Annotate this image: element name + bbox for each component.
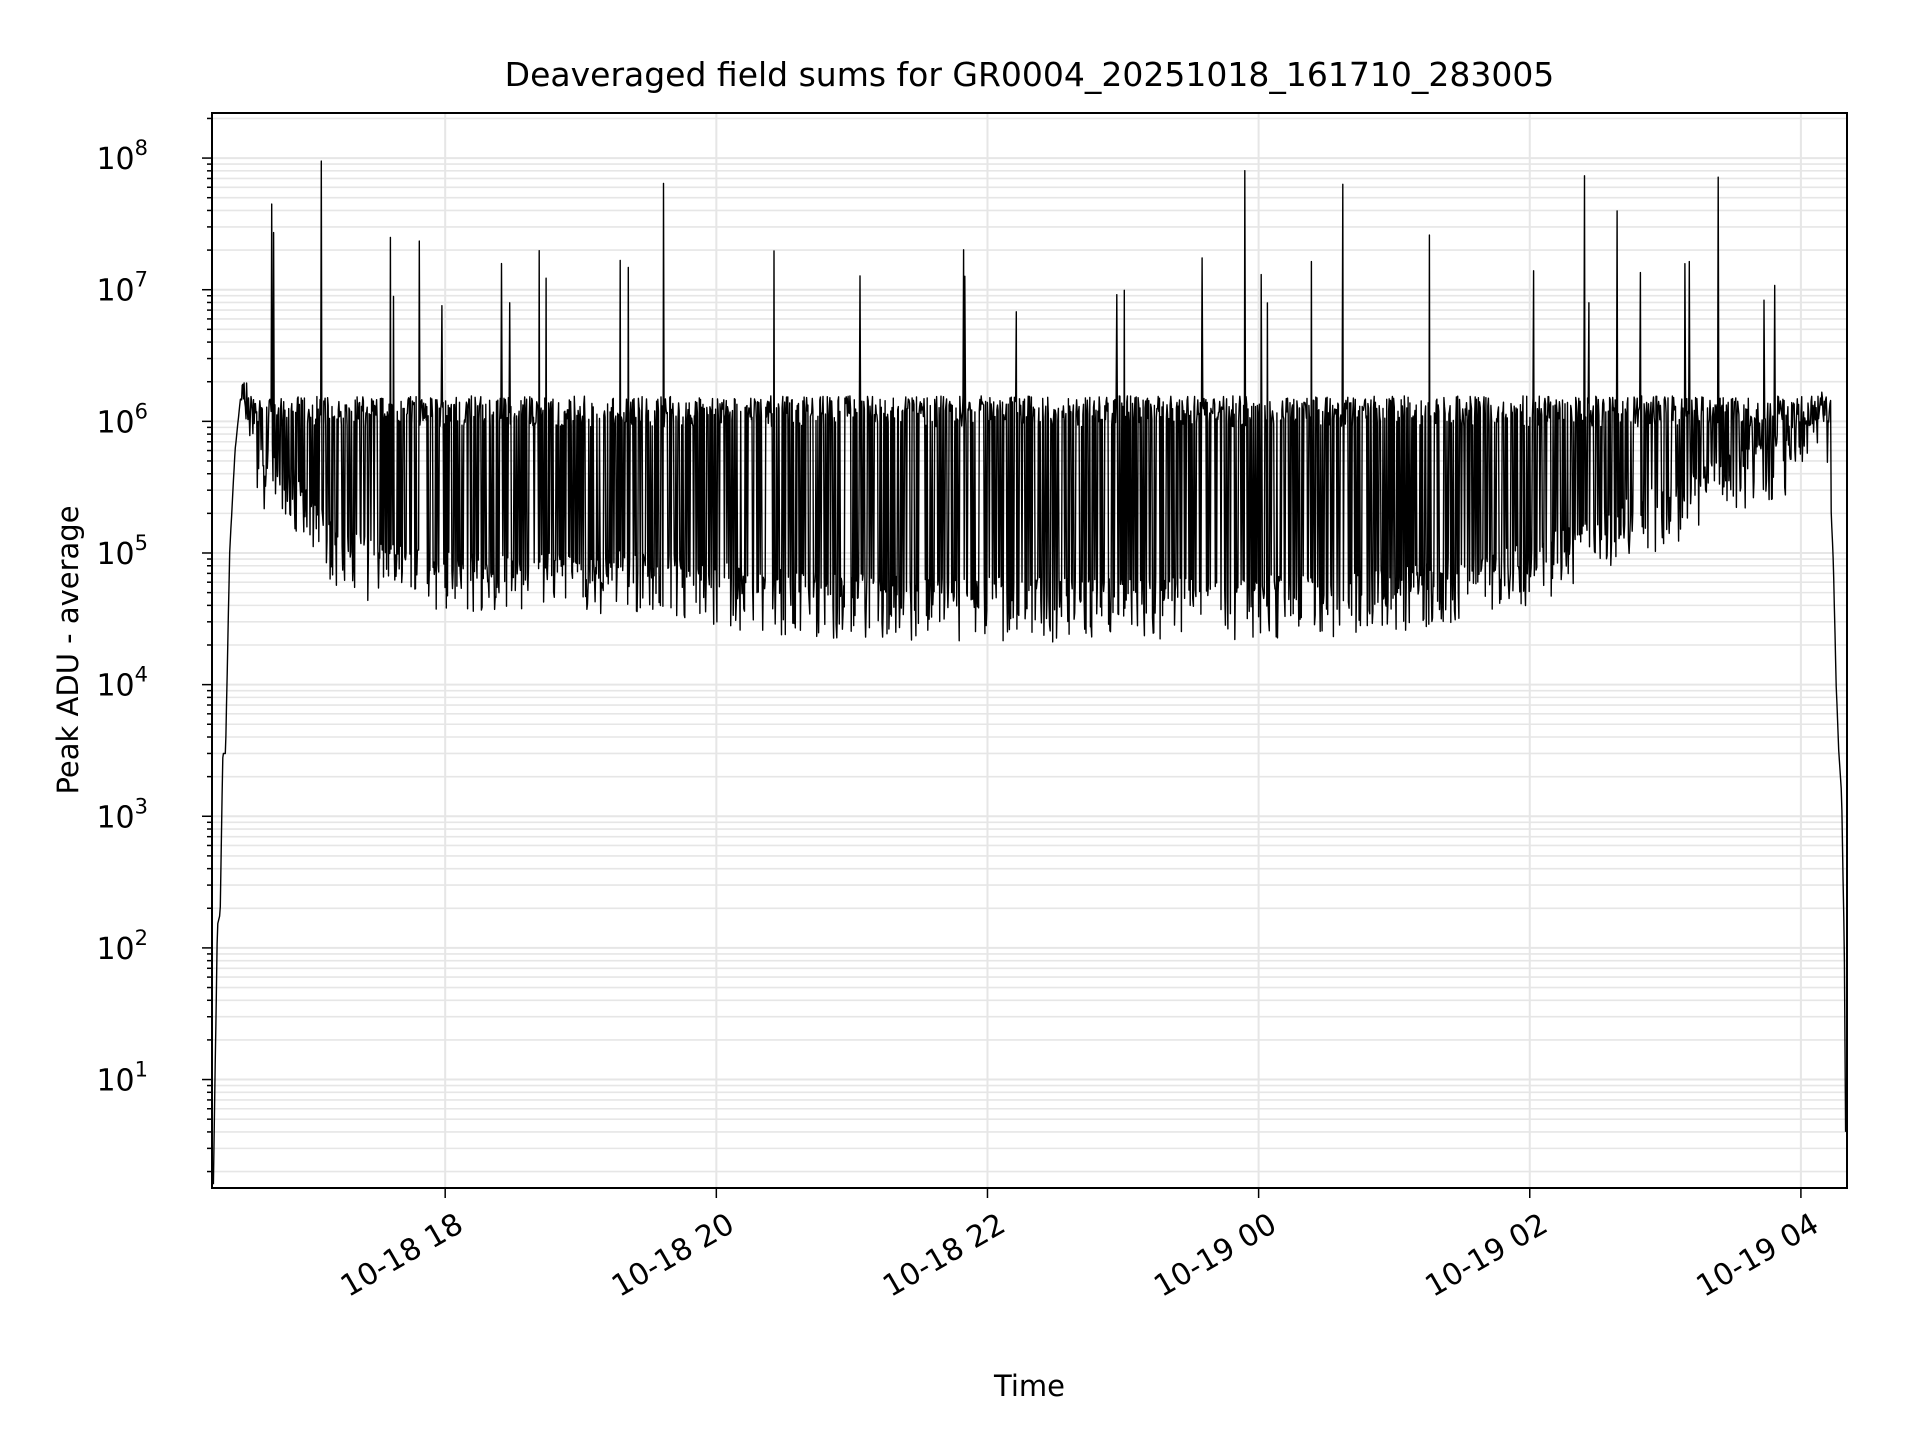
y-axis-label: Peak ADU - average [51,505,85,794]
y-tick-label: 106 [96,399,148,440]
y-tick-label: 103 [96,794,148,835]
y-tick-label: 105 [96,531,148,572]
y-tick-label: 108 [96,136,148,177]
y-tick-label: 102 [96,926,148,967]
chart-title: Deaveraged field sums for GR0004_2025101… [505,55,1555,94]
x-axis-label: Time [993,1369,1065,1403]
y-tick-label: 107 [96,268,148,309]
series-line [212,160,1847,1185]
y-tick-label: 101 [96,1058,148,1099]
plot-frame [211,112,1848,1189]
data-series [212,160,1847,1185]
grid [212,113,1847,1188]
y-tick-label: 104 [96,663,148,704]
